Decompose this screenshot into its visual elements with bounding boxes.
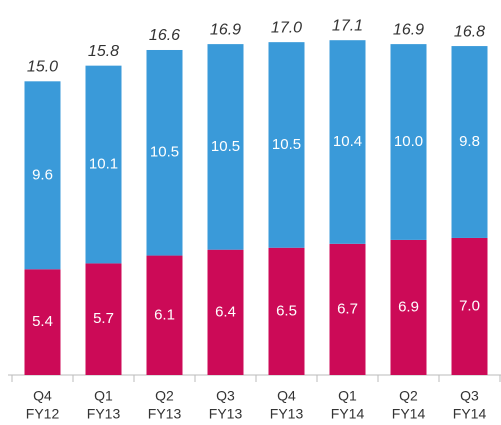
value-label: 10.0 bbox=[394, 133, 423, 150]
x-tick-label: Q4 bbox=[33, 388, 52, 404]
x-tick-label: Q3 bbox=[216, 388, 235, 404]
total-label: 16.8 bbox=[454, 23, 485, 40]
value-label: 10.5 bbox=[150, 144, 179, 161]
x-tick-label: FY13 bbox=[87, 406, 121, 422]
value-label: 6.7 bbox=[337, 300, 358, 317]
bar-segment bbox=[146, 255, 183, 375]
value-label: 7.0 bbox=[459, 297, 480, 314]
total-label: 15.0 bbox=[27, 59, 58, 76]
bar-segment bbox=[451, 46, 488, 238]
x-tick-label: Q1 bbox=[338, 388, 357, 404]
bar-segment bbox=[24, 269, 61, 375]
value-label: 10.4 bbox=[333, 133, 362, 150]
value-label: 9.6 bbox=[32, 166, 53, 183]
bar-segment bbox=[207, 249, 244, 375]
total-label: 16.9 bbox=[393, 21, 424, 38]
bar-segment bbox=[24, 81, 61, 270]
bar-segment bbox=[85, 65, 122, 264]
value-label: 10.1 bbox=[89, 155, 118, 172]
x-tick-label: Q4 bbox=[277, 388, 296, 404]
x-tick-label: FY13 bbox=[209, 406, 243, 422]
bar-segment bbox=[329, 243, 366, 375]
bar-segment bbox=[268, 247, 305, 375]
x-tick-label: FY13 bbox=[148, 406, 182, 422]
bar-segment bbox=[390, 44, 427, 240]
x-tick-label: Q2 bbox=[399, 388, 418, 404]
total-label: 16.6 bbox=[149, 27, 180, 44]
bar-segment bbox=[207, 44, 244, 250]
value-label: 6.5 bbox=[276, 302, 297, 319]
x-tick-label: Q3 bbox=[460, 388, 479, 404]
x-tick-label: FY13 bbox=[270, 406, 304, 422]
x-tick-label: FY14 bbox=[392, 406, 426, 422]
bar-segment bbox=[390, 239, 427, 375]
x-tick-label: Q1 bbox=[94, 388, 113, 404]
bar-segment bbox=[146, 49, 183, 256]
x-tick-label: FY14 bbox=[331, 406, 365, 422]
x-tick-label: FY12 bbox=[26, 406, 60, 422]
value-label: 9.8 bbox=[459, 133, 480, 150]
total-label: 15.8 bbox=[88, 43, 119, 60]
bar-segment bbox=[451, 237, 488, 375]
value-label: 5.7 bbox=[93, 310, 114, 327]
x-tick-label: FY14 bbox=[453, 406, 487, 422]
bar-segment bbox=[85, 263, 122, 375]
total-label: 17.0 bbox=[271, 19, 302, 36]
value-label: 5.4 bbox=[32, 313, 53, 330]
bar-segment bbox=[329, 40, 366, 244]
value-label: 6.1 bbox=[154, 306, 175, 323]
value-label: 6.9 bbox=[398, 298, 419, 315]
total-label: 17.1 bbox=[332, 17, 363, 34]
total-label: 16.9 bbox=[210, 21, 241, 38]
bar-segment bbox=[268, 42, 305, 248]
value-label: 10.5 bbox=[272, 136, 301, 153]
x-tick-label: Q2 bbox=[155, 388, 174, 404]
value-label: 6.4 bbox=[215, 303, 236, 320]
value-label: 10.5 bbox=[211, 138, 240, 155]
